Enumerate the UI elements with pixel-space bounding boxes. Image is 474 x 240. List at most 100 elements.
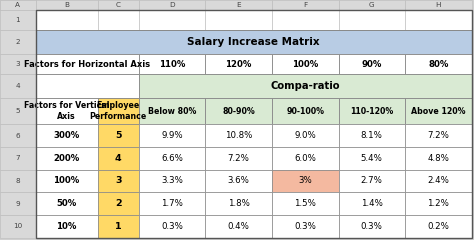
Bar xyxy=(405,215,472,238)
Text: 10.8%: 10.8% xyxy=(225,131,252,140)
Bar xyxy=(0,0,36,10)
Text: Above 120%: Above 120% xyxy=(411,107,465,116)
Text: 1: 1 xyxy=(115,222,121,231)
Text: 2.4%: 2.4% xyxy=(428,176,449,185)
Text: 0.3%: 0.3% xyxy=(161,222,183,231)
Bar xyxy=(405,147,472,169)
Text: 90-100%: 90-100% xyxy=(286,107,324,116)
Text: 120%: 120% xyxy=(226,60,252,69)
Text: 6.6%: 6.6% xyxy=(161,154,183,163)
Text: 9.0%: 9.0% xyxy=(294,131,316,140)
Bar xyxy=(338,147,405,169)
Text: 6: 6 xyxy=(16,132,20,138)
Text: 4: 4 xyxy=(115,154,121,163)
Text: 9: 9 xyxy=(16,201,20,207)
Bar xyxy=(36,0,98,10)
Bar xyxy=(405,54,472,74)
Bar xyxy=(0,147,36,169)
Text: Factors for Vertical
Axis: Factors for Vertical Axis xyxy=(24,102,109,121)
Text: C: C xyxy=(116,2,121,8)
Bar xyxy=(272,10,338,30)
Text: D: D xyxy=(169,2,175,8)
Bar xyxy=(405,169,472,192)
Text: 100%: 100% xyxy=(54,176,80,185)
Bar xyxy=(139,147,205,169)
Bar xyxy=(0,30,36,54)
Bar xyxy=(36,30,472,54)
Text: 3: 3 xyxy=(16,61,20,67)
Bar xyxy=(272,192,338,215)
Bar xyxy=(272,169,338,192)
Text: 110-120%: 110-120% xyxy=(350,107,393,116)
Text: 10%: 10% xyxy=(56,222,77,231)
Bar xyxy=(36,10,98,30)
Bar xyxy=(272,98,338,124)
Text: 5: 5 xyxy=(16,108,20,114)
Text: 3.6%: 3.6% xyxy=(228,176,250,185)
Bar xyxy=(272,147,338,169)
Text: 1.7%: 1.7% xyxy=(161,199,183,208)
Bar xyxy=(272,215,338,238)
Bar xyxy=(139,169,205,192)
Bar xyxy=(205,124,272,147)
Text: H: H xyxy=(436,2,441,8)
Text: 1.4%: 1.4% xyxy=(361,199,383,208)
Bar xyxy=(338,169,405,192)
Bar xyxy=(205,215,272,238)
Bar xyxy=(139,215,205,238)
Bar xyxy=(338,215,405,238)
Bar xyxy=(139,10,205,30)
Bar xyxy=(338,192,405,215)
Text: B: B xyxy=(64,2,69,8)
Bar xyxy=(338,124,405,147)
Text: 2.7%: 2.7% xyxy=(361,176,383,185)
Text: 8: 8 xyxy=(16,178,20,184)
Bar xyxy=(98,124,139,147)
Bar xyxy=(0,124,36,147)
Text: F: F xyxy=(303,2,307,8)
Bar xyxy=(0,192,36,215)
Bar xyxy=(205,169,272,192)
Bar xyxy=(98,10,139,30)
Bar xyxy=(139,98,205,124)
Text: 300%: 300% xyxy=(54,131,80,140)
Bar xyxy=(36,192,98,215)
Bar xyxy=(98,98,139,124)
Text: 5: 5 xyxy=(115,131,121,140)
Text: Employee
Performance: Employee Performance xyxy=(90,102,147,121)
Text: G: G xyxy=(369,2,374,8)
Text: 2: 2 xyxy=(16,39,20,45)
Text: 7.2%: 7.2% xyxy=(228,154,250,163)
Text: 0.3%: 0.3% xyxy=(294,222,316,231)
Text: 3: 3 xyxy=(115,176,121,185)
Bar xyxy=(98,0,139,10)
Bar xyxy=(205,192,272,215)
Text: 2: 2 xyxy=(115,199,121,208)
Bar xyxy=(0,74,36,98)
Text: 0.3%: 0.3% xyxy=(361,222,383,231)
Bar xyxy=(338,10,405,30)
Bar xyxy=(0,0,36,10)
Text: 7.2%: 7.2% xyxy=(428,131,449,140)
Bar xyxy=(98,192,139,215)
Text: 50%: 50% xyxy=(56,199,77,208)
Text: 200%: 200% xyxy=(54,154,80,163)
Bar xyxy=(36,74,139,98)
Bar xyxy=(405,98,472,124)
Text: E: E xyxy=(237,2,241,8)
Bar xyxy=(36,54,139,74)
Text: 1: 1 xyxy=(16,17,20,23)
Bar xyxy=(139,192,205,215)
Bar xyxy=(98,147,139,169)
Text: 90%: 90% xyxy=(362,60,382,69)
Text: 3%: 3% xyxy=(298,176,312,185)
Bar xyxy=(205,147,272,169)
Bar xyxy=(98,215,139,238)
Text: 0.4%: 0.4% xyxy=(228,222,250,231)
Text: 9.9%: 9.9% xyxy=(161,131,183,140)
Bar xyxy=(405,124,472,147)
Bar xyxy=(36,169,98,192)
Text: 1.5%: 1.5% xyxy=(294,199,316,208)
Bar xyxy=(405,192,472,215)
Text: 4.8%: 4.8% xyxy=(428,154,449,163)
